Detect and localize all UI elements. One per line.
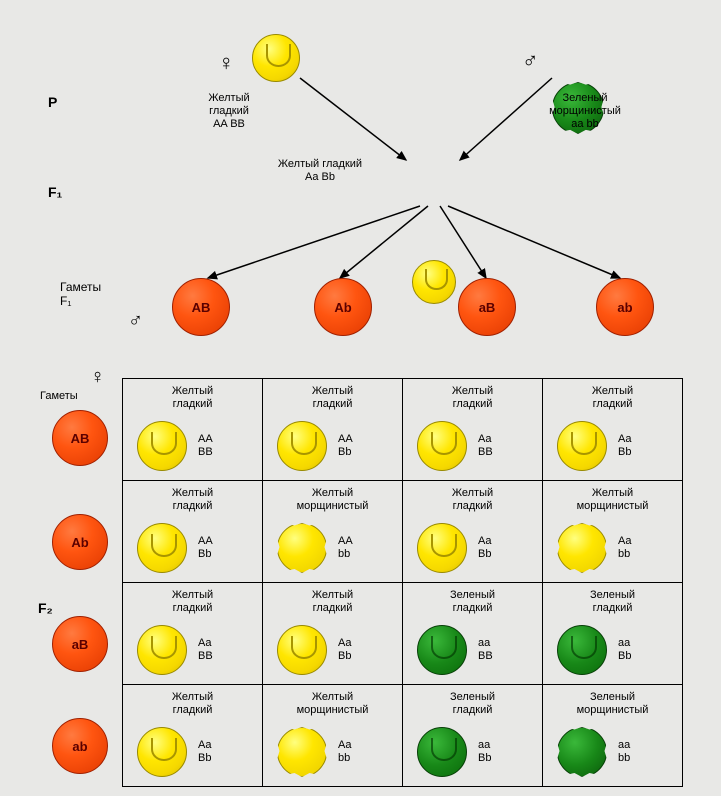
punnett-cell: Зеленыйморщинистый aabb — [543, 685, 683, 787]
cell-pea — [277, 523, 327, 573]
gamete-side-2-txt: aB — [72, 637, 89, 652]
cell-pea — [417, 421, 467, 471]
gamete-side-1-txt: Ab — [71, 535, 88, 550]
cell-genotype: aaBb — [478, 739, 491, 764]
cell-phenotype: Зеленыйгладкий — [543, 589, 682, 614]
gamete-top-3-txt: ab — [617, 300, 632, 315]
cell-genotype: AaBB — [478, 433, 493, 458]
gamete-top-2-txt: aB — [479, 300, 496, 315]
cell-phenotype: Желтыйгладкий — [123, 589, 262, 614]
cell-pea — [557, 625, 607, 675]
cell-pea — [137, 625, 187, 675]
cell-pea — [417, 625, 467, 675]
cell-phenotype: Зеленыйморщинистый — [543, 691, 682, 716]
cell-pea — [417, 727, 467, 777]
cell-phenotype: Желтыйгладкий — [543, 385, 682, 410]
cell-phenotype: Желтыйморщинистый — [263, 691, 402, 716]
punnett-cell: Желтыйгладкий AaBb — [263, 583, 403, 685]
cell-phenotype: Зеленыйгладкий — [403, 691, 542, 716]
punnett-cell: Желтыйгладкий AaBb — [123, 685, 263, 787]
cell-genotype: AAbb — [338, 535, 353, 560]
gamete-side-3: ab — [52, 718, 108, 774]
cell-genotype: AaBb — [338, 637, 351, 662]
cell-pea — [557, 523, 607, 573]
cell-phenotype: Желтыйгладкий — [403, 487, 542, 512]
punnett-cell: Желтыйгладкий AaBb — [543, 379, 683, 481]
gamete-top-3: ab — [596, 278, 654, 336]
cell-genotype: AABb — [198, 535, 213, 560]
gamete-side-0-txt: AB — [71, 431, 90, 446]
cell-genotype: AaBb — [478, 535, 491, 560]
gamete-top-0: AB — [172, 278, 230, 336]
punnett-cell: Желтыйгладкий AaBb — [403, 481, 543, 583]
punnett-cell: Зеленыйгладкий aaBb — [403, 685, 543, 787]
cell-phenotype: Желтыйгладкий — [403, 385, 542, 410]
gamete-side-3-txt: ab — [72, 739, 87, 754]
cell-genotype: AaBb — [198, 739, 211, 764]
cell-phenotype: Зеленыйгладкий — [403, 589, 542, 614]
cell-phenotype: Желтыйгладкий — [123, 385, 262, 410]
punnett-table: ЖелтыйгладкийAABBЖелтыйгладкийAABbЖелтый… — [122, 378, 683, 787]
gamete-side-2: aB — [52, 616, 108, 672]
cell-pea — [137, 523, 187, 573]
punnett-cell: Желтыйгладкий AABb — [263, 379, 403, 481]
cell-pea — [277, 727, 327, 777]
female-symbol-side: ♀ — [90, 366, 105, 389]
cell-genotype: AaBB — [198, 637, 213, 662]
punnett-cell: Желтыйморщинистый AAbb — [263, 481, 403, 583]
punnett-cell: Зеленыйгладкий aaBB — [403, 583, 543, 685]
cell-pea — [277, 625, 327, 675]
cell-phenotype: Желтыйгладкий — [263, 589, 402, 614]
cell-genotype: AaBb — [618, 433, 631, 458]
male-symbol-gametes: ♂ — [128, 310, 143, 333]
cell-genotype: aaBB — [478, 637, 493, 662]
cell-phenotype: Желтыйморщинистый — [263, 487, 402, 512]
cell-genotype: aaBb — [618, 637, 631, 662]
punnett-cell: Желтыйгладкий AaBB — [123, 583, 263, 685]
gamete-top-1-txt: Ab — [334, 300, 351, 315]
cell-pea — [137, 421, 187, 471]
gamete-top-1: Ab — [314, 278, 372, 336]
cell-pea — [417, 523, 467, 573]
cell-phenotype: Желтыйморщинистый — [543, 487, 682, 512]
punnett-cell: Желтыйморщинистый Aabb — [543, 481, 683, 583]
punnett-cell: Желтыйгладкий AABB — [123, 379, 263, 481]
cell-pea — [137, 727, 187, 777]
cell-genotype: AABb — [338, 433, 353, 458]
cell-pea — [277, 421, 327, 471]
cell-genotype: aabb — [618, 739, 630, 764]
gamete-top-2: aB — [458, 278, 516, 336]
cell-phenotype: Желтыйгладкий — [123, 691, 262, 716]
gen-label-F2: F₂ — [38, 600, 53, 616]
arrows-svg — [0, 0, 721, 400]
cell-pea — [557, 421, 607, 471]
cell-phenotype: Желтыйгладкий — [123, 487, 262, 512]
cell-genotype: Aabb — [338, 739, 351, 764]
gamete-side-0: AB — [52, 410, 108, 466]
punnett-cell: Желтыйгладкий AaBB — [403, 379, 543, 481]
cell-phenotype: Желтыйгладкий — [263, 385, 402, 410]
punnett-cell: Желтыйгладкий AABb — [123, 481, 263, 583]
punnett-cell: Желтыйморщинистый Aabb — [263, 685, 403, 787]
cell-pea — [557, 727, 607, 777]
gamete-side-1: Ab — [52, 514, 108, 570]
cell-genotype: Aabb — [618, 535, 631, 560]
gametes-side-label: Гаметы — [40, 390, 78, 403]
gamete-top-0-txt: AB — [192, 300, 211, 315]
punnett-cell: Зеленыйгладкий aaBb — [543, 583, 683, 685]
cell-genotype: AABB — [198, 433, 213, 458]
